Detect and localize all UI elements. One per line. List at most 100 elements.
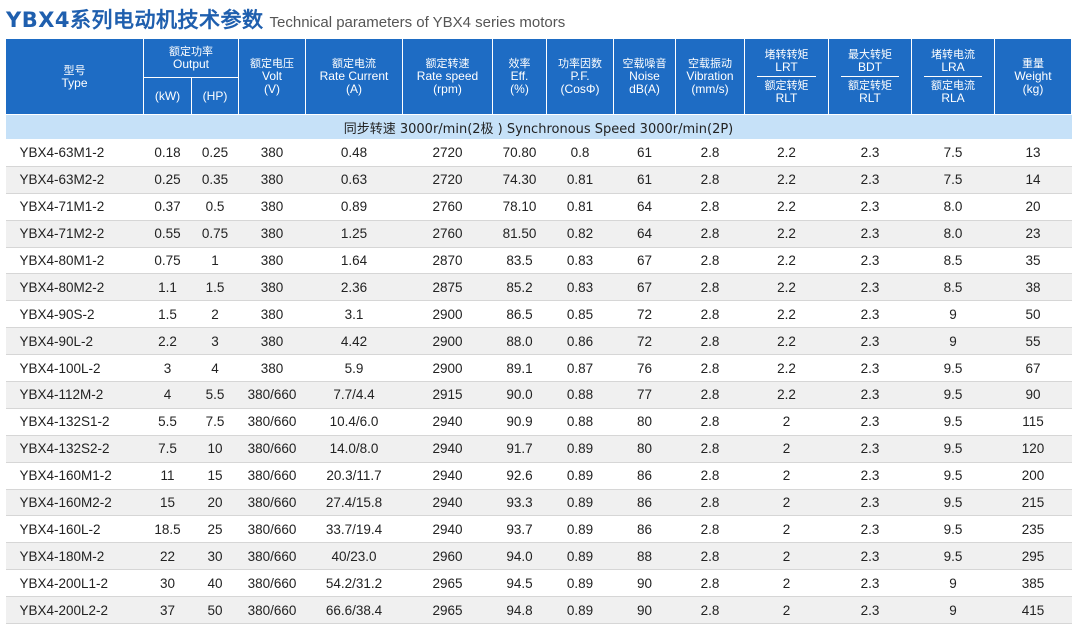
table-row: YBX4-63M1-2 0.18 0.25 380 0.48 2720 70.80 0.8 61… [5,139,1072,167]
header-lrt-en2: RLT [775,91,798,105]
cell-lrt: 2.2 [744,300,829,329]
header-type-en: Type [61,75,88,90]
cell-lrt: 2.2 [744,327,829,356]
cell-noise: 64 [613,193,676,221]
cell-volt: 380 [238,247,306,275]
header-weight-unit: (kg) [1022,82,1044,96]
cell-bdt: 2.3 [828,354,912,383]
table-row: YBX4-160M2-2 15 20 380/660 27.4/15.8 2940 93.3… [5,489,1072,517]
cell-noise: 67 [613,247,676,275]
table-row: YBX4-160M1-2 11 15 380/660 20.3/11.7 2940 92.6… [5,462,1072,490]
cell-output-hp: 1.5 [191,273,239,302]
cell-vibration: 2.8 [675,408,745,436]
cell-output-kw: 30 [143,569,192,598]
cell-output-kw: 7.5 [143,435,192,463]
cell-volt: 380/660 [238,408,306,436]
cell-lra: 8.5 [911,273,995,302]
cell-vibration: 2.8 [675,220,745,248]
header-bdt-en2: RLT [859,91,881,105]
cell-noise: 86 [613,489,676,517]
header-lrt-en: LRT [775,60,798,74]
cell-lra: 9.5 [911,489,995,517]
cell-pf: 0.88 [546,408,614,436]
header-noise-en: Noise [629,69,660,83]
cell-lrt: 2.2 [744,354,829,383]
cell-lrt: 2 [744,408,829,436]
cell-speed: 2900 [402,300,493,329]
cell-weight: 235 [994,515,1072,544]
table-row: YBX4-90L-2 2.2 3 380 4.42 2900 88.0 0.86 72 2.8 2.… [5,327,1072,356]
cell-vibration: 2.8 [675,300,745,329]
cell-pf: 0.89 [546,435,614,463]
header-eff-unit: (%) [510,82,529,96]
cell-eff: 92.6 [492,462,547,490]
cell-current: 66.6/38.4 [305,596,403,625]
page-title: YBX4系列电动机技术参数 Technical parameters of YB… [6,4,565,36]
cell-lrt: 2 [744,462,829,490]
cell-vibration: 2.8 [675,435,745,463]
cell-bdt: 2.3 [828,542,912,571]
cell-current: 14.0/8.0 [305,435,403,463]
cell-volt: 380 [238,300,306,329]
header-speed-cn: 额定转速 [425,57,470,70]
cell-eff: 85.2 [492,273,547,302]
cell-model: YBX4-80M1-2 [5,247,144,275]
table-body: 同步转速 3000r/min(2极 ) Synchronous Speed 30… [5,114,1072,625]
cell-pf: 0.8 [546,139,614,167]
cell-output-kw: 3 [143,354,192,383]
cell-speed: 2940 [402,515,493,544]
cell-eff: 91.7 [492,435,547,463]
cell-weight: 67 [994,354,1072,383]
cell-bdt: 2.3 [828,193,912,221]
cell-volt: 380 [238,139,306,167]
cell-eff: 89.1 [492,354,547,383]
cell-vibration: 2.8 [675,193,745,221]
cell-model: YBX4-200L2-2 [5,596,144,625]
cell-eff: 94.5 [492,569,547,598]
cell-model: YBX4-132S2-2 [5,435,144,463]
spec-table: 型号 Type 额定功率 Output 额定电压 Volt (V) 额定电流 R… [5,38,1072,625]
header-lrt-cn2: 额定转矩 [764,79,809,92]
cell-output-kw: 0.25 [143,166,192,194]
cell-lra: 9.5 [911,435,995,463]
cell-pf: 0.86 [546,327,614,356]
cell-lrt: 2 [744,596,829,625]
cell-bdt: 2.3 [828,327,912,356]
cell-output-hp: 3 [191,327,239,356]
cell-output-kw: 0.37 [143,193,192,221]
cell-speed: 2870 [402,247,493,275]
cell-model: YBX4-63M1-2 [5,139,144,167]
cell-model: YBX4-160L-2 [5,515,144,544]
cell-bdt: 2.3 [828,273,912,302]
cell-current: 40/23.0 [305,542,403,571]
cell-noise: 80 [613,408,676,436]
cell-vibration: 2.8 [675,489,745,517]
header-speed: 额定转速 Rate speed (rpm) [402,38,493,115]
header-lra-cn: 堵转电流 [931,48,975,61]
cell-output-hp: 7.5 [191,408,239,436]
header-pf-unit: (CosΦ) [560,82,600,96]
table-row: YBX4-71M1-2 0.37 0.5 380 0.89 2760 78.10 0.81 64… [5,193,1072,221]
cell-noise: 90 [613,569,676,598]
cell-current: 0.89 [305,193,403,221]
header-lra: 堵转电流 LRA 额定电流 RLA [911,38,995,115]
cell-vibration: 2.8 [675,569,745,598]
cell-bdt: 2.3 [828,515,912,544]
cell-pf: 0.89 [546,569,614,598]
cell-bdt: 2.3 [828,220,912,248]
title-chinese: YBX4系列电动机技术参数 [6,8,264,32]
cell-output-kw: 0.18 [143,139,192,167]
cell-weight: 215 [994,489,1072,517]
cell-lrt: 2.2 [744,381,829,409]
header-type: 型号 Type [5,38,144,115]
cell-noise: 61 [613,139,676,167]
cell-output-hp: 4 [191,354,239,383]
cell-output-hp: 0.25 [191,139,239,167]
cell-noise: 67 [613,273,676,302]
cell-pf: 0.81 [546,166,614,194]
cell-model: YBX4-63M2-2 [5,166,144,194]
cell-noise: 76 [613,354,676,383]
cell-lrt: 2 [744,542,829,571]
cell-speed: 2940 [402,489,493,517]
cell-volt: 380 [238,327,306,356]
